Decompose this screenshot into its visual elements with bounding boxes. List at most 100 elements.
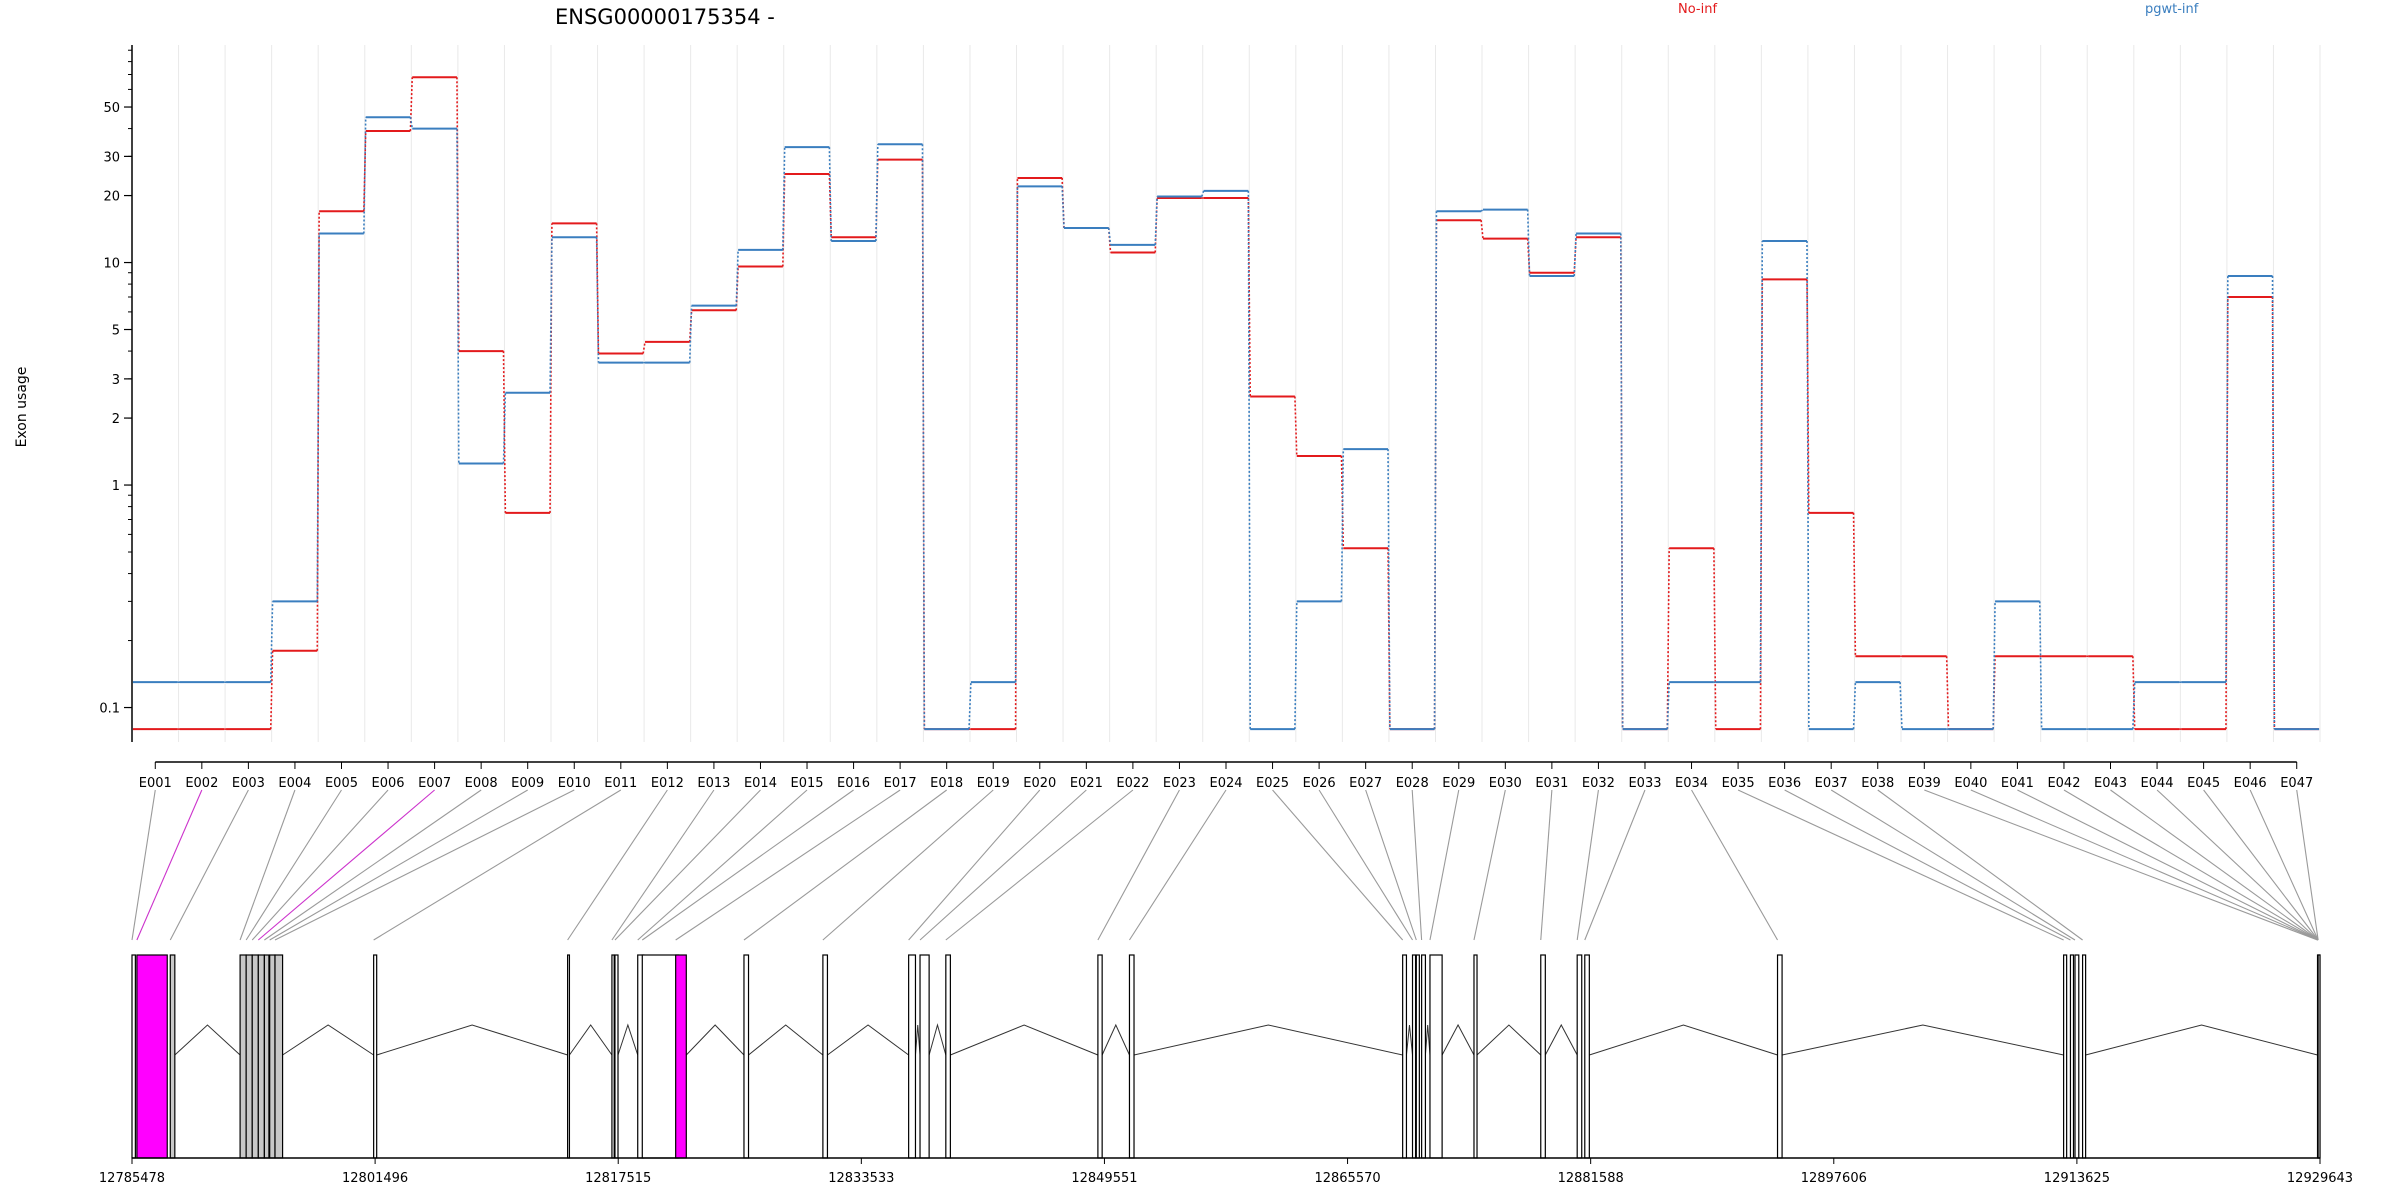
exon-box: [1473, 954, 1478, 1159]
x-tick-label: E015: [791, 776, 824, 791]
series-connector: [1340, 449, 1345, 602]
series-connector: [1573, 233, 1577, 277]
exon-box: [131, 954, 136, 1159]
x-tick-label: E028: [1396, 776, 1429, 791]
series-connector: [735, 249, 739, 306]
x-tick-label: E014: [744, 776, 777, 791]
y-tick-label: 50: [103, 101, 120, 116]
exon-box: [743, 954, 750, 1159]
y-tick-label: 3: [112, 373, 120, 388]
exon-connector-lines: [131, 789, 2319, 941]
x-tick-label: E044: [2141, 776, 2174, 791]
series-connector: [1619, 233, 1624, 730]
x-tick-label: E027: [1349, 776, 1382, 791]
series-connector: [1107, 227, 1112, 246]
exon-box: [251, 954, 259, 1159]
exon-connector: [2156, 789, 2319, 941]
x-tick-label: E012: [651, 776, 684, 791]
exon-box: [1576, 954, 1583, 1159]
exon-box: [2081, 954, 2087, 1159]
exon-box: [169, 954, 176, 1159]
x-tick-label: E010: [558, 776, 591, 791]
exon-box: [269, 954, 276, 1159]
x-tick-label: E013: [697, 776, 730, 791]
exon-connector: [1365, 789, 1417, 941]
x-tick-label: E042: [2047, 776, 2080, 791]
x-tick-label: E034: [1675, 776, 1708, 791]
exon-connector: [264, 789, 482, 941]
x-tick-label: E023: [1163, 776, 1196, 791]
x-tick-label: E029: [1442, 776, 1475, 791]
exon-connector: [1429, 789, 1460, 941]
x-tick-label: E005: [325, 776, 358, 791]
exon-box: [908, 954, 917, 1159]
x-tick-label: E032: [1582, 776, 1615, 791]
exon-connector: [567, 789, 668, 941]
series-connector: [502, 351, 507, 513]
intron-line: [569, 1024, 613, 1056]
x-tick-label: E002: [185, 776, 218, 791]
exon-connector: [1691, 789, 1779, 941]
series-connector: [2271, 275, 2276, 730]
exon-connector: [245, 789, 342, 941]
exon-connector: [373, 789, 622, 941]
series-lines: [132, 76, 2320, 731]
intron-line: [1133, 1024, 1403, 1056]
series-connector: [269, 601, 274, 683]
genome-tick-label: 12881588: [1558, 1171, 1624, 1186]
axes: 0.1 1 2 3 5 10 20 30 50 E001 E002 E003 E004 E005 E006 E…: [99, 45, 2313, 791]
intron-line: [748, 1024, 824, 1056]
exon-connector: [2063, 789, 2319, 941]
x-tick-label: E026: [1303, 776, 1336, 791]
exon-connector: [908, 789, 1041, 941]
series-connector: [316, 211, 320, 651]
y-tick-label: 0.1: [99, 702, 120, 717]
intron-line: [928, 1023, 947, 1056]
series-connector: [363, 131, 367, 212]
exon-box: [1411, 954, 1417, 1159]
exon-connector: [257, 789, 435, 941]
exon-box: [641, 954, 680, 1159]
genome-axis: 12785478 12801496 12817515 12833533 12849551…: [99, 1157, 2353, 1186]
series-connector: [1154, 196, 1158, 245]
exon-connector: [136, 789, 203, 941]
x-tick-label: E039: [1908, 776, 1941, 791]
x-tick-label: E003: [232, 776, 265, 791]
exon-connector: [2249, 789, 2319, 941]
exon-connector: [1318, 789, 1413, 941]
series-connector: [1247, 190, 1252, 730]
x-tick-label: E017: [884, 776, 917, 791]
series-connector: [409, 117, 414, 129]
y-tick-label: 5: [112, 324, 120, 339]
exon-box: [1584, 954, 1590, 1159]
x-tick-label: E008: [465, 776, 498, 791]
intron-line: [1101, 1023, 1130, 1056]
y-tick-label: 10: [103, 257, 120, 272]
intron-line: [950, 1024, 1099, 1056]
x-tick-label: E047: [2280, 776, 2313, 791]
exon-connector: [131, 789, 156, 941]
x-tick-label: E036: [1768, 776, 1801, 791]
x-tick-label: E001: [139, 776, 172, 791]
y-tick-label: 20: [103, 190, 120, 205]
exon-connector: [1473, 789, 1506, 941]
exon-box: [2074, 954, 2080, 1159]
exon-connector: [1584, 789, 1646, 941]
intron-line: [827, 1024, 909, 1056]
series-connector: [595, 223, 600, 354]
exon-connector: [1924, 789, 2318, 941]
series-connector: [1201, 190, 1205, 197]
series-connector: [1806, 279, 1810, 513]
exon-box: [1128, 954, 1135, 1159]
exon-connector: [274, 789, 575, 941]
x-tick-label: E019: [977, 776, 1010, 791]
x-tick-label: E020: [1023, 776, 1056, 791]
x-tick-label: E041: [2001, 776, 2034, 791]
legend-label-no-inf: No-inf: [1678, 2, 1717, 17]
x-tick-label: E035: [1722, 776, 1755, 791]
exon-connector: [1540, 789, 1553, 941]
exon-box: [2063, 954, 2068, 1159]
x-tick-label: E025: [1256, 776, 1289, 791]
genome-tick-label: 12929643: [2287, 1171, 2353, 1186]
genome-tick-label: 12865570: [1314, 1171, 1380, 1186]
